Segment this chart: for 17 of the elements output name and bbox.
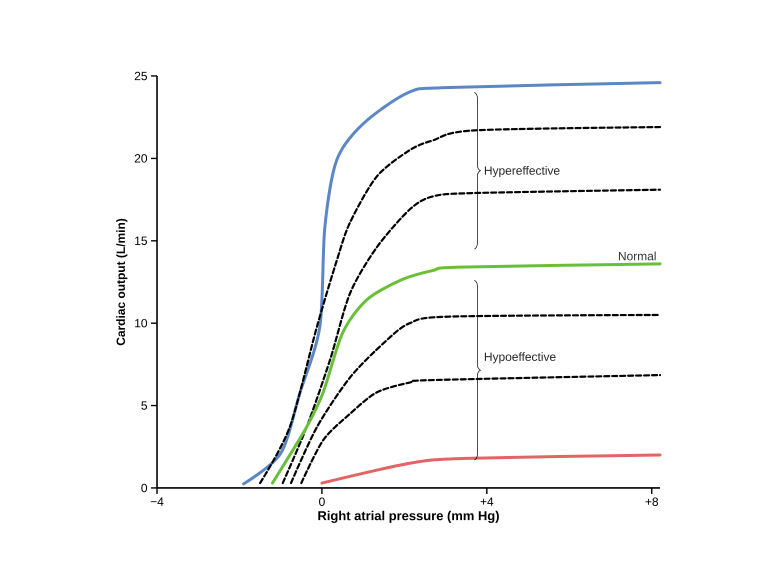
y-tick-label: 5 [141, 401, 148, 410]
x-axis-title: Right atrial pressure (mm Hg) [318, 510, 499, 523]
x-tick-label: +4 [480, 497, 494, 506]
y-tick-label: 0 [141, 484, 148, 492]
y-tick-label: 25 [134, 72, 147, 80]
x-tick-label: 0 [319, 497, 325, 506]
line-series [270, 262, 662, 485]
y-tick-label: 10 [135, 318, 148, 328]
x-tick-label: +8 [646, 497, 658, 506]
y-tick-label: 15 [135, 236, 147, 245]
series-label: Normal [618, 252, 656, 260]
y-tick-label: 20 [134, 154, 148, 163]
y-axis-title: Cardiac output (L/min) [116, 218, 128, 346]
annotation: Hypereffective [484, 166, 560, 178]
annotation: Hypoeffective [484, 352, 556, 364]
line-series [320, 454, 662, 485]
x-tick-label: −4 [150, 497, 164, 506]
